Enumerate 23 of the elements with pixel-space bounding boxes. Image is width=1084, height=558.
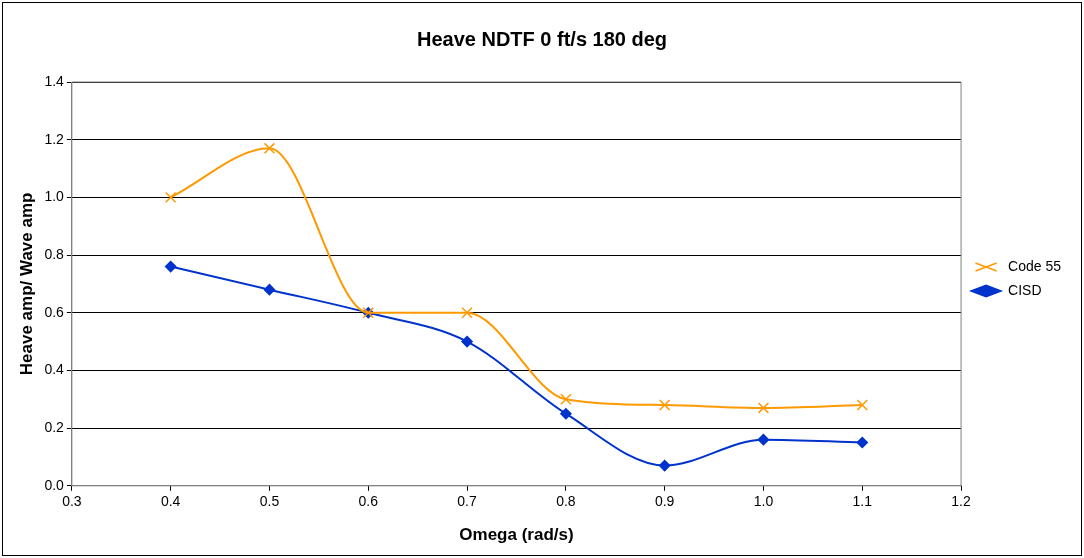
x-axis-title: Omega (rad/s) [459, 525, 574, 545]
chart-title: Heave NDTF 0 ft/s 180 deg [416, 27, 668, 50]
x-tick-label: 0.4 [160, 493, 181, 510]
x-tick-label: 0.6 [358, 493, 379, 510]
legend-label: Code 55 [1008, 257, 1062, 274]
y-tick-label: 1.4 [44, 72, 65, 89]
y-tick-label: 0.8 [44, 245, 65, 262]
legend-label: CISD [1008, 281, 1042, 298]
x-tick-label: 1.2 [951, 493, 972, 510]
y-tick-label: 0.2 [44, 418, 65, 435]
x-tick-label: 0.8 [556, 493, 576, 510]
y-tick-label: 0.0 [44, 476, 65, 493]
x-tick-label: 0.5 [259, 493, 280, 510]
y-tick-label: 1.2 [44, 130, 65, 147]
x-tick-label: 0.7 [457, 493, 478, 510]
y-tick-label: 0.4 [44, 361, 65, 378]
y-axis-title: Heave amp/ Wave amp [16, 192, 36, 376]
x-tick-label: 1.1 [852, 493, 873, 510]
y-tick-label: 1.0 [44, 188, 65, 205]
x-tick-label: 0.3 [62, 493, 82, 510]
x-tick-label: 1.0 [753, 493, 774, 510]
x-tick-label: 0.9 [654, 493, 675, 510]
y-tick-label: 0.6 [44, 303, 65, 320]
